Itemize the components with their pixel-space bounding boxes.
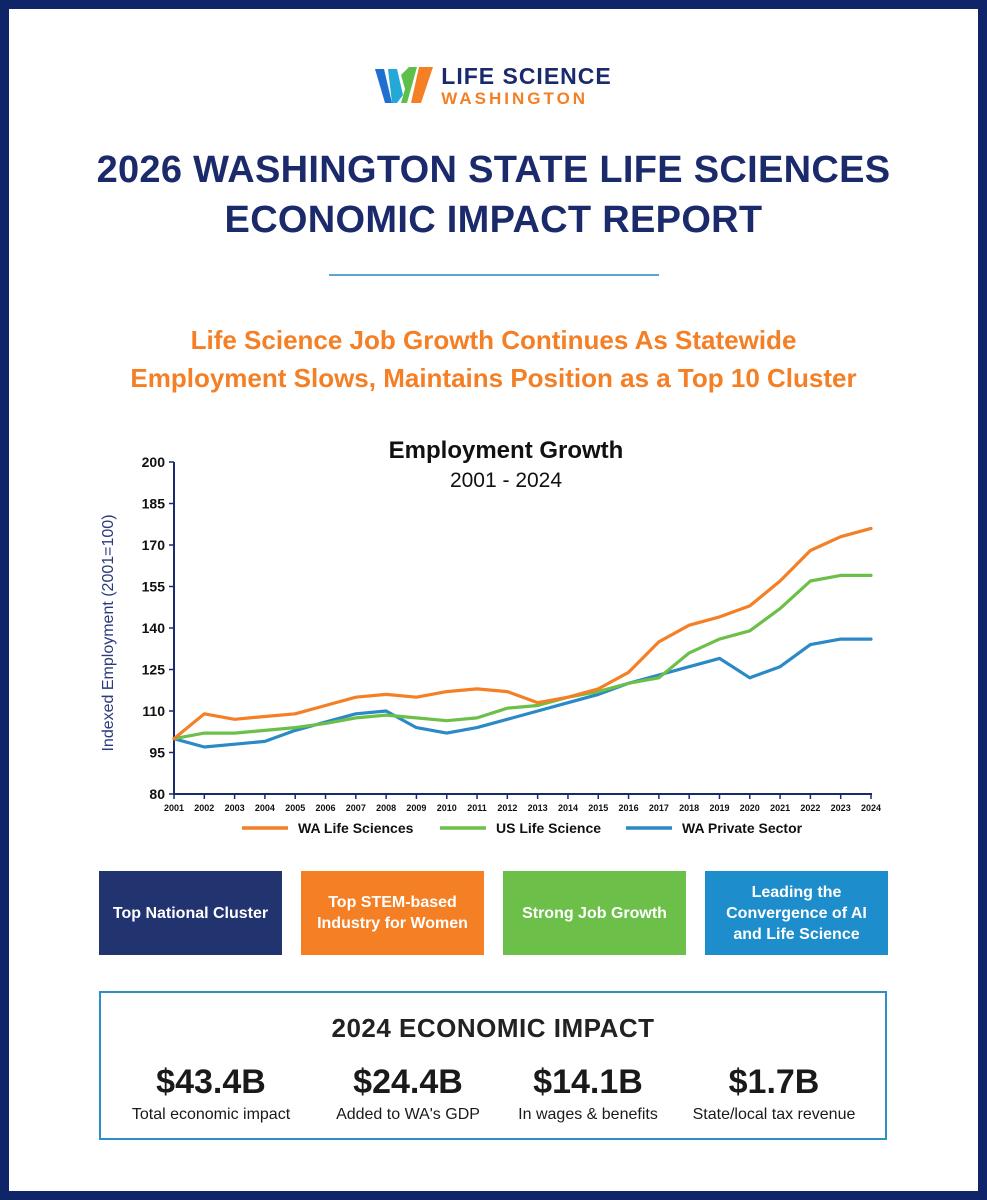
metric-tax-revenue: $1.7B State/local tax revenue bbox=[679, 1063, 869, 1124]
x-tick-label: 2013 bbox=[528, 803, 548, 813]
series-line-wa-life-sciences bbox=[172, 526, 873, 741]
y-tick-label: 110 bbox=[142, 703, 165, 719]
w-logo-icon bbox=[375, 67, 434, 103]
y-tick-label: 185 bbox=[142, 496, 166, 512]
y-tick-label: 155 bbox=[142, 579, 166, 595]
metric-label: Total economic impact bbox=[131, 1106, 291, 1123]
report-title-line-1: 2026 WASHINGTON STATE LIFE SCIENCES bbox=[96, 149, 891, 191]
y-tick-label: 95 bbox=[149, 745, 165, 761]
y-tick-label: 80 bbox=[149, 786, 165, 802]
y-axis-label: Indexed Employment (2001=100) bbox=[100, 514, 117, 751]
badge-strong-job-growth: Strong Job Growth bbox=[503, 871, 686, 955]
logo-line-1: LIFE SCIENCE bbox=[441, 63, 612, 89]
x-tick-label: 2022 bbox=[800, 803, 820, 813]
x-tick-label: 2023 bbox=[831, 803, 851, 813]
logo-wordmark: LIFE SCIENCE WASHINGTON bbox=[441, 63, 612, 108]
employment-growth-chart: Employment Growth 2001 - 2024 80 95 110 125 14… bbox=[100, 437, 881, 836]
legend-label-wa-private-sector: WA Private Sector bbox=[682, 820, 803, 836]
legend-label-wa-life-sciences: WA Life Sciences bbox=[298, 820, 414, 836]
badge-ai-convergence: Leading the Convergence of AI and Life S… bbox=[705, 871, 888, 955]
chart-title: Employment Growth bbox=[389, 437, 624, 464]
x-tick-label: 2016 bbox=[619, 803, 639, 813]
metric-label: State/local tax revenue bbox=[692, 1106, 856, 1123]
x-tick-label: 2001 bbox=[164, 803, 184, 813]
economic-impact-panel: 2024 ECONOMIC IMPACT $43.4B Total econom… bbox=[99, 991, 887, 1140]
economic-impact-title: 2024 ECONOMIC IMPACT bbox=[331, 1013, 655, 1043]
x-tick-label: 2007 bbox=[346, 803, 366, 813]
metric-value: $24.4B bbox=[353, 1063, 463, 1101]
x-tick-label: 2020 bbox=[740, 803, 760, 813]
badge-top-stem-industry-women: Top STEM-based Industry for Women bbox=[301, 871, 484, 955]
metric-value: $14.1B bbox=[533, 1063, 643, 1101]
badge-top-national-cluster: Top National Cluster bbox=[99, 871, 282, 955]
x-tick-label: 2018 bbox=[679, 803, 699, 813]
logo-line-2: WASHINGTON bbox=[441, 89, 589, 108]
y-tick-label: 200 bbox=[142, 454, 166, 470]
legend-label-us-life-science: US Life Science bbox=[496, 820, 601, 836]
metric-wages: $14.1B In wages & benefits bbox=[493, 1063, 683, 1124]
highlight-badges: Top National Cluster Top STEM-based Indu… bbox=[99, 871, 889, 955]
report-subtitle: Life Science Job Growth Continues As Sta… bbox=[9, 321, 978, 397]
report-title-line-2: ECONOMIC IMPACT REPORT bbox=[224, 199, 763, 241]
x-tick-label: 2011 bbox=[467, 803, 487, 813]
report-title: 2026 WASHINGTON STATE LIFE SCIENCES ECON… bbox=[9, 145, 978, 245]
x-tick-label: 2008 bbox=[376, 803, 396, 813]
x-tick-label: 2006 bbox=[316, 803, 336, 813]
report-page: LIFE SCIENCE WASHINGTON 2026 WASHINGTON … bbox=[9, 9, 978, 1191]
logo-stripe-1 bbox=[375, 69, 393, 103]
y-tick-label: 125 bbox=[142, 662, 166, 678]
x-tick-label: 2010 bbox=[437, 803, 457, 813]
chart-subtitle: 2001 - 2024 bbox=[450, 469, 562, 492]
metric-value: $1.7B bbox=[728, 1063, 820, 1101]
x-tick-label: 2012 bbox=[497, 803, 517, 813]
x-tick-label: 2021 bbox=[770, 803, 790, 813]
y-tick-label: 170 bbox=[142, 537, 166, 553]
x-tick-label: 2017 bbox=[649, 803, 669, 813]
x-tick-label: 2009 bbox=[406, 803, 426, 813]
x-tick-label: 2004 bbox=[255, 803, 275, 813]
x-tick-label: 2015 bbox=[588, 803, 608, 813]
logo-stripe-2 bbox=[388, 69, 404, 103]
x-tick-label: 2005 bbox=[285, 803, 305, 813]
x-tick-label: 2024 bbox=[861, 803, 881, 813]
logo-stripe-4 bbox=[411, 67, 434, 103]
y-tick-label: 140 bbox=[142, 620, 166, 636]
x-tick-label: 2002 bbox=[194, 803, 214, 813]
metric-total-impact: $43.4B Total economic impact bbox=[116, 1063, 306, 1124]
metric-label: In wages & benefits bbox=[518, 1106, 658, 1123]
metric-value: $43.4B bbox=[156, 1063, 266, 1101]
x-tick-label: 2019 bbox=[709, 803, 729, 813]
metric-label: Added to WA's GDP bbox=[336, 1106, 480, 1123]
report-subtitle-line-2: Employment Slows, Maintains Position as … bbox=[130, 363, 857, 393]
x-tick-label: 2003 bbox=[225, 803, 245, 813]
title-divider bbox=[329, 274, 659, 276]
series-line-wa-private-sector bbox=[172, 637, 873, 749]
metric-gdp: $24.4B Added to WA's GDP bbox=[313, 1063, 503, 1124]
report-subtitle-line-1: Life Science Job Growth Continues As Sta… bbox=[190, 325, 797, 355]
series-line-us-life-science bbox=[172, 573, 873, 741]
x-tick-label: 2014 bbox=[558, 803, 578, 813]
logo-stripe-3 bbox=[401, 67, 418, 103]
life-science-washington-logo: LIFE SCIENCE WASHINGTON bbox=[9, 61, 978, 111]
